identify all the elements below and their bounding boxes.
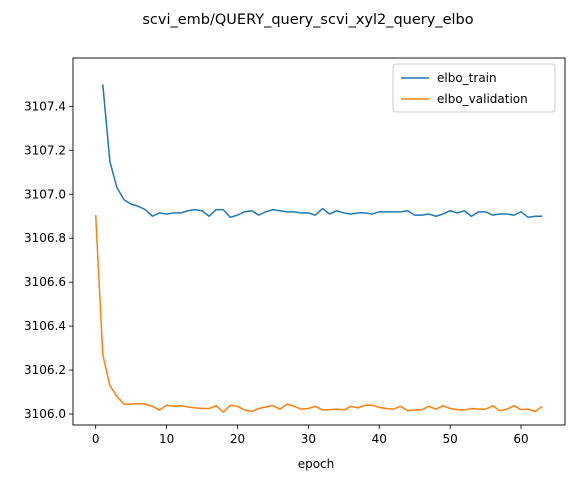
x-tick-label: 40: [372, 432, 387, 446]
y-tick-label: 3106.0: [24, 407, 66, 421]
series-line-elbo-train: [102, 84, 543, 219]
legend-label: elbo_validation: [437, 92, 528, 106]
y-tick-label: 3107.4: [24, 99, 66, 113]
y-tick-label: 3106.4: [24, 319, 66, 333]
x-tick-label: 50: [443, 432, 458, 446]
x-tick-label: 30: [301, 432, 316, 446]
series-line-elbo-validation: [94, 215, 543, 413]
x-tick-label: 0: [92, 432, 100, 446]
legend-box: [392, 63, 556, 113]
y-tick-label: 3107.0: [24, 187, 66, 201]
x-tick-label: 60: [513, 432, 528, 446]
series-layer: [94, 84, 543, 413]
x-axis-label: epoch: [298, 457, 335, 471]
y-tick-label: 3107.2: [24, 143, 66, 157]
legend-label: elbo_train: [437, 71, 497, 85]
y-tick-label: 3106.2: [24, 363, 66, 377]
chart-title: scvi_emb/QUERY_query_scvi_xyl2_query_elb…: [142, 12, 473, 28]
x-axis: 0 10 20 30 40 50 60: [92, 425, 529, 446]
y-tick-label: 3106.8: [24, 231, 66, 245]
plot-frame: [72, 57, 566, 426]
x-tick-label: 10: [159, 432, 174, 446]
y-tick-label: 3106.6: [24, 275, 66, 289]
y-axis: 3106.0 3106.2 3106.4 3106.6 3106.8 3107.0 3107…: [24, 99, 73, 421]
x-tick-label: 20: [230, 432, 245, 446]
legend: elbo_train elbo_validation: [392, 63, 556, 113]
